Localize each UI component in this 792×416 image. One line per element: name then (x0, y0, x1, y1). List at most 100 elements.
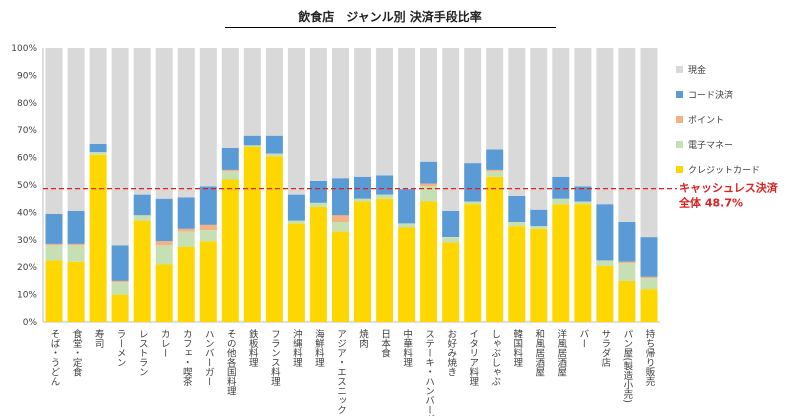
bar-segment (530, 226, 548, 229)
bar-segment (287, 223, 305, 322)
bar-segment (640, 289, 658, 322)
legend-label: ポイント (688, 115, 724, 126)
bar-segment (442, 211, 460, 237)
x-tick-label: フランス料理 (269, 329, 281, 386)
bar-segment (199, 224, 217, 231)
bar-segment (133, 220, 151, 322)
x-tick-label: お好み焼き (445, 329, 457, 377)
x-tick-label: 焼肉 (357, 328, 369, 348)
bar-segment (89, 143, 107, 153)
y-tick-label: 50% (17, 181, 37, 191)
bar-segment (221, 48, 239, 148)
bar-segment (199, 186, 217, 225)
bar-segment (486, 176, 504, 322)
bar-segment (243, 48, 261, 136)
bar-segment (640, 278, 658, 290)
bar-segment (89, 48, 107, 144)
title-underline (225, 27, 556, 28)
bar-segment (552, 176, 570, 199)
bar-segment (45, 260, 63, 322)
bar-segment (596, 260, 614, 266)
bar-segment (420, 161, 438, 184)
y-tick-label: 80% (17, 99, 37, 109)
bar-segment (177, 246, 195, 322)
bar-segment (354, 48, 371, 177)
y-tick-label: 40% (17, 208, 37, 218)
bar-segment (199, 48, 217, 187)
legend-label: 現金 (688, 64, 706, 76)
bar-segment (618, 280, 636, 322)
bar-segment (596, 204, 614, 261)
bar-segment (332, 231, 349, 322)
bar-segment (177, 231, 195, 247)
bar-segment (508, 226, 526, 322)
bar-segment (398, 48, 416, 190)
x-tick-label: カフェ・喫茶 (181, 329, 193, 386)
bar-segment (45, 245, 63, 261)
bar-segment (221, 169, 239, 172)
y-tick-label: 70% (17, 126, 37, 136)
x-tick-label: 洋風居酒屋 (555, 328, 567, 377)
bar-segment (243, 145, 261, 147)
bar-segment (221, 171, 239, 180)
x-tick-label: 食堂・定食 (71, 328, 83, 377)
bar-segment (45, 243, 63, 246)
bar-segment (155, 241, 173, 246)
x-tick-label: 海鮮料理 (313, 328, 325, 367)
bar-segment (376, 194, 394, 199)
bar-segment (464, 201, 482, 205)
bar-segment (199, 230, 217, 242)
bar-segment (442, 237, 460, 243)
bar-segment (464, 163, 482, 202)
bar-segment (265, 135, 283, 154)
x-tick-label: ステーキ・ハンバーグ (423, 329, 435, 416)
bar-segment (354, 201, 371, 322)
bar-segment (552, 48, 570, 177)
bar-segment (442, 242, 460, 322)
bar-segment (265, 48, 283, 136)
y-tick-label: 100% (11, 44, 37, 54)
x-tick-label: イタリア料理 (467, 329, 479, 386)
bar-segment (155, 48, 173, 199)
y-tick-label: 10% (17, 291, 37, 301)
bar-segment (354, 176, 371, 199)
chart-title: 飲食店 ジャンル別 決済手段比率 (297, 9, 482, 24)
x-tick-label: そば・うどん (49, 329, 61, 386)
bar-segment (618, 263, 636, 281)
bar-segment (67, 48, 85, 211)
x-tick-label: 日本食 (379, 329, 391, 358)
bar-segment (530, 228, 548, 322)
bars (45, 48, 658, 322)
bar-segment (287, 194, 305, 221)
y-tick-label: 30% (17, 236, 37, 246)
bar-segment (508, 196, 526, 222)
bar-segment (45, 48, 63, 214)
bar-segment (530, 48, 548, 210)
bar-segment (332, 215, 349, 222)
legend-swatch (676, 66, 683, 73)
bar-segment (332, 222, 349, 232)
bar-segment (67, 261, 85, 322)
bar-segment (508, 48, 526, 196)
x-tick-label: 鉄板料理 (247, 328, 259, 367)
bar-segment (221, 148, 239, 170)
x-tick-label: アジア・エスニック (335, 329, 347, 415)
y-tick-label: 0% (23, 318, 38, 328)
bar-segment (111, 282, 129, 295)
bar-segment (177, 48, 195, 198)
x-tick-label: しゃぶしゃぶ (489, 329, 501, 386)
x-tick-label: その他各国料理 (225, 329, 237, 396)
bar-segment (155, 198, 173, 242)
x-tick-label: カレー (159, 329, 170, 358)
x-tick-label: パン屋(製造小売) (621, 329, 633, 403)
bar-segment (309, 202, 327, 207)
x-tick-labels: そば・うどん 食堂・定食 寿司 ラーメン レストラン カレー カフェ・喫茶 ハンバーガー その他… (49, 328, 656, 416)
y-tick-label: 20% (17, 263, 37, 273)
x-tick-label: 沖縄料理 (291, 328, 303, 367)
bar-segment (420, 186, 438, 202)
x-tick-label: レストラン (137, 329, 148, 377)
bar-segment (177, 228, 195, 232)
